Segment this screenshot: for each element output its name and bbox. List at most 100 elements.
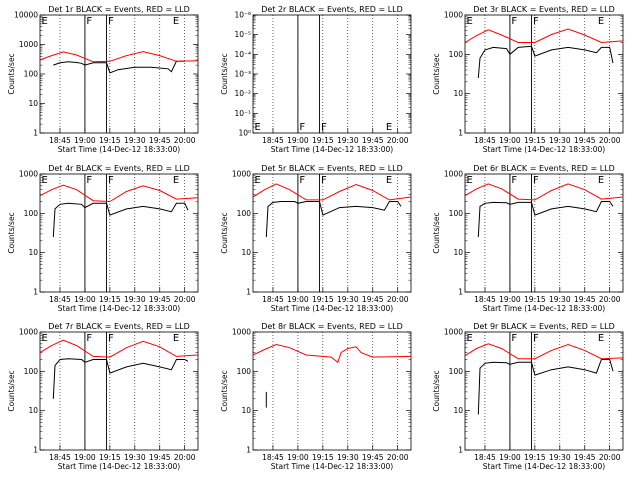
chart-panel-6r: Det 6r BLACK = Events, RED = LLD 1 10 100 10… xyxy=(432,164,624,313)
x-tick-label: 19:30 xyxy=(549,453,571,462)
x-tick-label: 19:15 xyxy=(312,295,334,304)
x-tick-label: 20:00 xyxy=(174,453,196,462)
marker-label: F xyxy=(299,122,305,133)
marker-label: E xyxy=(598,175,604,186)
plot-frame xyxy=(39,14,199,134)
x-tick-label: 20:00 xyxy=(387,136,409,145)
marker-label: F xyxy=(321,122,327,133)
chart-panel-8r: Det 8r BLACK = Events, RED = LLD 1 10 100 10… xyxy=(220,322,412,471)
chart-panel-4r: Det 4r BLACK = Events, RED = LLD 1 10 100 10… xyxy=(7,164,199,313)
x-tick-label: 19:45 xyxy=(574,136,596,145)
x-tick-label: 19:15 xyxy=(99,136,121,145)
y-tick-label: 1 xyxy=(458,129,463,138)
y-tick-label: 1 xyxy=(33,129,38,138)
x-tick-label: 20:00 xyxy=(174,295,196,304)
marker-label: F xyxy=(511,175,517,186)
y-tick-label: 100 xyxy=(237,367,252,376)
marker-label: E xyxy=(42,16,48,27)
y-tick-label: 1000 xyxy=(444,170,463,179)
y-tick-label: 1 xyxy=(458,446,463,455)
marker-label: E xyxy=(598,333,604,344)
x-tick-label: 19:15 xyxy=(312,136,334,145)
x-tick-label: 19:00 xyxy=(74,136,96,145)
x-tick-label: 19:30 xyxy=(549,295,571,304)
plot-frame xyxy=(464,331,624,451)
x-tick-label: 19:30 xyxy=(337,136,359,145)
y-tick-label: 1000 xyxy=(232,170,251,179)
series-events xyxy=(52,358,189,399)
marker-label: F xyxy=(511,333,517,344)
series-lld xyxy=(464,343,624,360)
x-tick-label: 19:45 xyxy=(149,453,171,462)
x-tick-label: 18:45 xyxy=(49,295,71,304)
y-tick-label: 10 xyxy=(453,406,463,415)
y-tick-label: 100 xyxy=(449,209,464,218)
x-tick-label: 18:45 xyxy=(474,136,496,145)
marker-label: F xyxy=(108,333,114,344)
y-tick-label: 10 xyxy=(453,248,463,257)
x-tick-label: 19:30 xyxy=(337,453,359,462)
chart-panel-7r: Det 7r BLACK = Events, RED = LLD 1 10 100 10… xyxy=(7,322,199,471)
x-tick-label: 19:45 xyxy=(362,453,384,462)
y-tick-label: 100 xyxy=(24,209,39,218)
x-tick-label: 19:00 xyxy=(499,295,521,304)
marker-label: E xyxy=(386,122,392,133)
x-tick-label: 19:00 xyxy=(287,453,309,462)
x-tick-label: 18:45 xyxy=(262,136,284,145)
y-tick-label: 1 xyxy=(246,288,251,297)
marker-label: E xyxy=(173,16,179,27)
y-axis-label: Counts/sec xyxy=(432,53,441,94)
x-axis-label: Start Time (14-Dec-12 18:33:00) xyxy=(483,145,605,154)
plot-frame xyxy=(252,14,412,134)
y-tick-label: 10 xyxy=(453,89,463,98)
y-tick-label: 10 xyxy=(28,248,38,257)
marker-label: F xyxy=(86,16,92,27)
chart-panel-3r: Det 3r BLACK = Events, RED = LLD 1 10 100 10… xyxy=(432,5,624,154)
marker-label: E xyxy=(255,175,261,186)
chart-title: Det 1r BLACK = Events, RED = LLD xyxy=(48,5,190,14)
y-tick-label: 1 xyxy=(33,446,38,455)
x-tick-label: 19:30 xyxy=(124,136,146,145)
y-tick-label: 100 xyxy=(237,209,252,218)
chart-title: Det 3r BLACK = Events, RED = LLD xyxy=(473,5,615,14)
marker-label: F xyxy=(299,175,305,186)
y-tick-label: 1000 xyxy=(19,40,38,49)
x-tick-label: 19:45 xyxy=(362,136,384,145)
marker-label: E xyxy=(42,333,48,344)
marker-label: E xyxy=(467,16,473,27)
series-events xyxy=(477,359,614,415)
chart-title: Det 4r BLACK = Events, RED = LLD xyxy=(48,164,190,173)
plot-frame xyxy=(464,173,624,293)
chart-title: Det 6r BLACK = Events, RED = LLD xyxy=(473,164,615,173)
y-tick-label: 10 xyxy=(28,406,38,415)
x-tick-label: 19:15 xyxy=(99,453,121,462)
x-tick-label: 19:00 xyxy=(287,136,309,145)
series-events xyxy=(477,201,614,238)
x-tick-label: 20:00 xyxy=(599,453,621,462)
x-tick-label: 18:45 xyxy=(49,453,71,462)
x-axis-label: Start Time (14-Dec-12 18:33:00) xyxy=(58,462,180,471)
x-axis-label: Start Time (14-Dec-12 18:33:00) xyxy=(58,304,180,313)
x-tick-label: 19:00 xyxy=(499,136,521,145)
series-events xyxy=(53,60,185,74)
chart-panel-9r: Det 9r BLACK = Events, RED = LLD 1 10 100 10… xyxy=(432,322,624,471)
x-tick-label: 19:00 xyxy=(74,453,96,462)
marker-label: F xyxy=(511,16,517,27)
x-tick-label: 18:45 xyxy=(474,295,496,304)
y-tick-label: 10⁰ xyxy=(238,129,251,138)
x-tick-label: 19:15 xyxy=(99,295,121,304)
marker-label: E xyxy=(386,175,392,186)
y-tick-label: 1000 xyxy=(444,328,463,337)
x-tick-label: 19:45 xyxy=(574,295,596,304)
chart-title: Det 2r BLACK = Events, RED = LLD xyxy=(261,5,403,14)
y-tick-label: 1 xyxy=(33,288,38,297)
x-tick-label: 19:15 xyxy=(524,453,546,462)
x-tick-label: 20:00 xyxy=(174,136,196,145)
plot-frame xyxy=(464,14,624,134)
y-tick-label: 10⁻⁵ xyxy=(234,30,251,39)
series-lld xyxy=(39,184,199,203)
y-tick-label: 1000 xyxy=(19,170,38,179)
y-axis-label: Counts/sec xyxy=(7,212,16,253)
y-tick-label: 10000 xyxy=(14,11,38,20)
x-tick-label: 19:30 xyxy=(124,295,146,304)
